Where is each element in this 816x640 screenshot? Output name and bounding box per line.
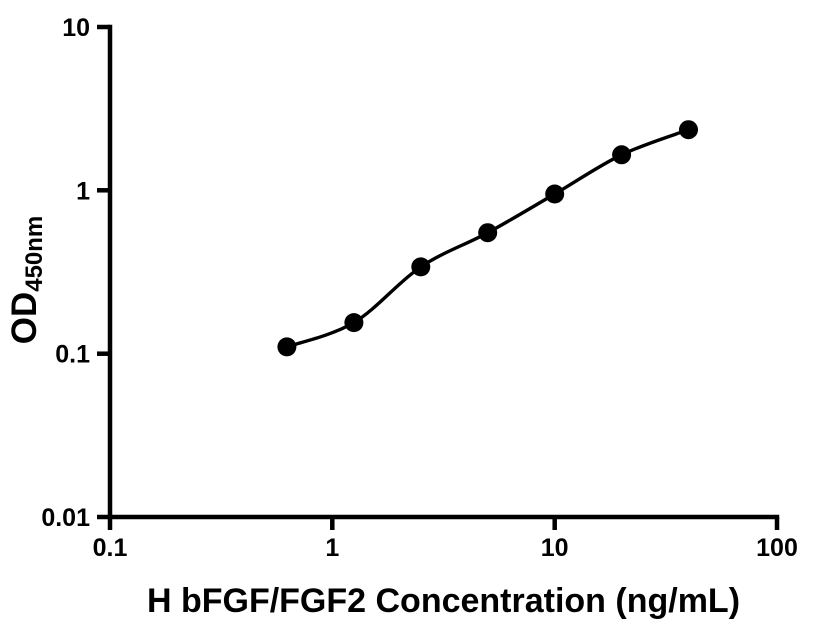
data-point [679, 120, 698, 140]
y-axis-tick-label: 10 [62, 14, 90, 42]
x-axis-tick-label: 10 [541, 534, 569, 562]
axes-frame [107, 24, 780, 520]
x-axis-tick-label: 100 [756, 534, 798, 562]
y-axis-title-subscript: 450nm [21, 215, 48, 292]
x-axis-tick-label: 0.1 [93, 534, 128, 562]
x-axis-tick-label: 1 [325, 534, 339, 562]
y-axis-tick-label: 0.01 [41, 504, 90, 532]
data-point [344, 313, 364, 333]
y-axis-title-main: OD [5, 291, 44, 345]
data-point [612, 145, 632, 165]
data-point [478, 223, 498, 243]
data-point [277, 337, 297, 357]
y-axis-tick-label: 0.1 [55, 341, 90, 369]
y-axis-tick-label: 1 [76, 177, 90, 205]
data-point [411, 257, 431, 277]
x-axis-title-text: H bFGF/FGF2 Concentration (ng/mL) [146, 582, 741, 620]
y-axis-title: OD450nm [5, 216, 49, 345]
data-point [545, 184, 565, 204]
x-axis-title: H bFGF/FGF2 Concentration (ng/mL) [110, 582, 777, 620]
